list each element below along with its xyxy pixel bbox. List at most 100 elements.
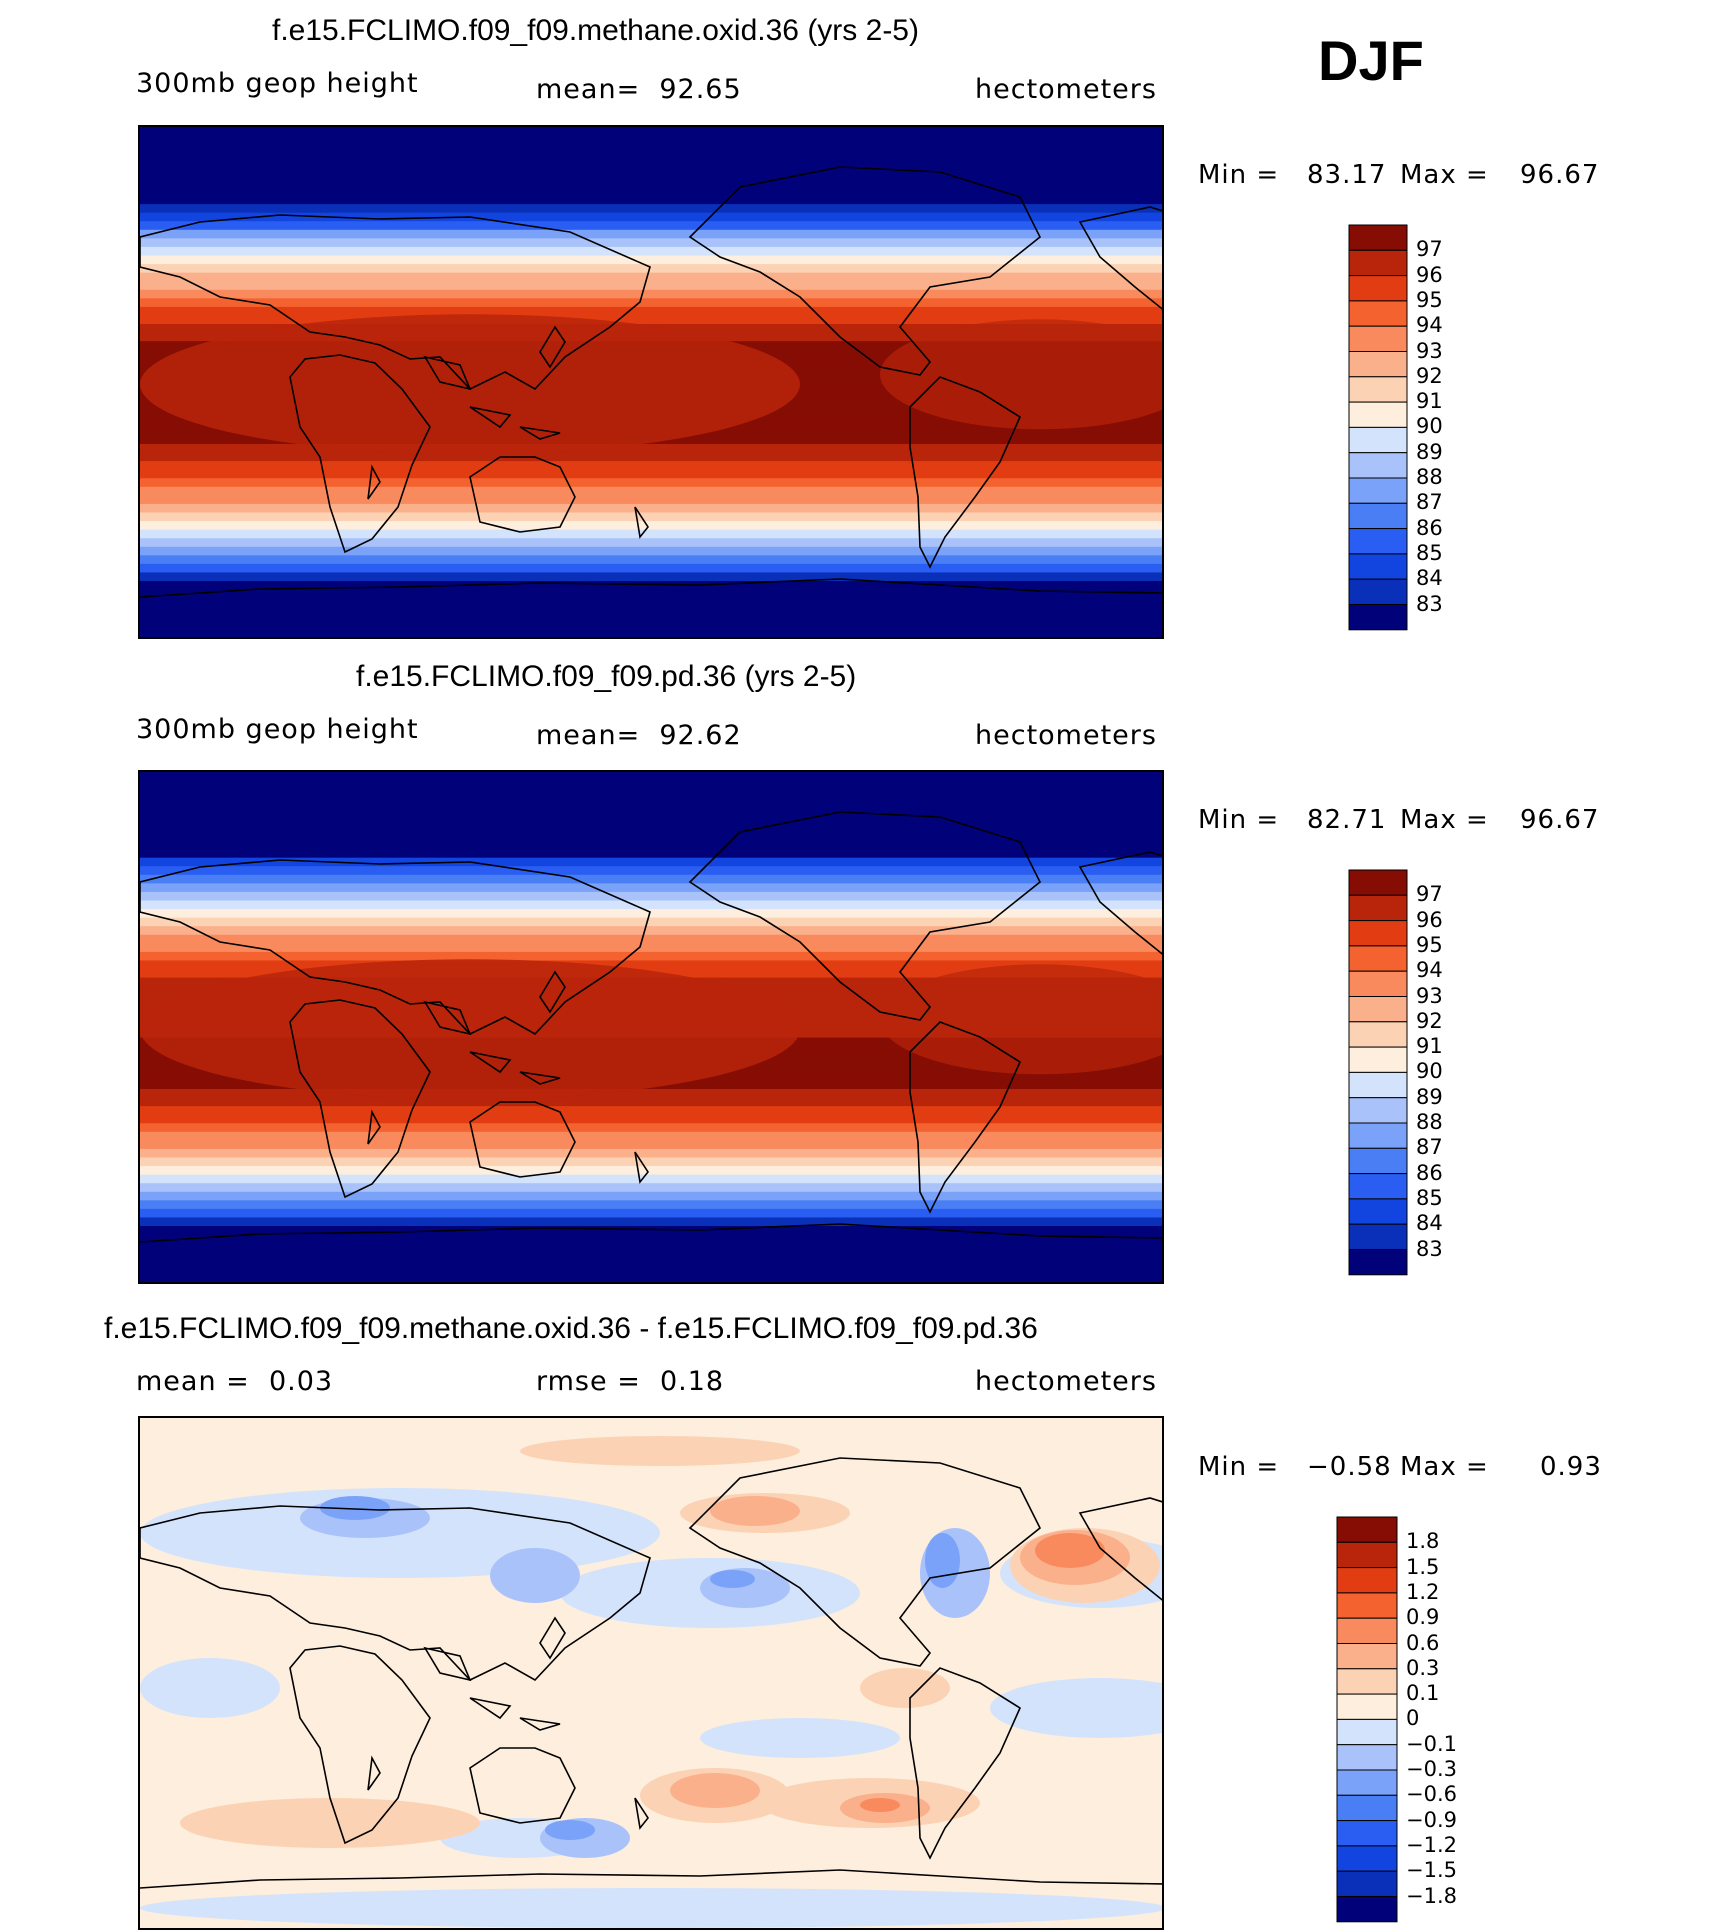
colorbar-swatch	[1336, 1870, 1398, 1897]
colorbar-swatch	[1336, 1895, 1398, 1923]
panel-3-max-label: Max =	[1400, 1452, 1489, 1482]
colorbar-tick-label: 0.6	[1406, 1630, 1440, 1655]
colorbar-tick-label: 1.2	[1406, 1579, 1440, 1604]
panel-3-units-label: hectometers	[975, 1366, 1157, 1397]
colorbar-swatch	[1348, 1097, 1408, 1124]
panel-1-mean-label: mean= 92.65	[536, 74, 742, 105]
colorbar-swatch	[1336, 1516, 1398, 1543]
panel-1-min-value: 83.17	[1307, 160, 1387, 190]
panel-1-title: f.e15.FCLIMO.f09_f09.methane.oxid.36 (yr…	[272, 14, 919, 47]
colorbar-tick-label: 0	[1406, 1706, 1420, 1731]
panel-3-rmse-label: rmse = 0.18	[536, 1366, 725, 1397]
colorbar-tick-label: −1.2	[1406, 1832, 1457, 1857]
panel-1-variable-label: 300mb geop height	[136, 68, 419, 99]
colorbar-swatch	[1336, 1744, 1398, 1771]
colorbar-tick-label: 85	[1416, 1185, 1443, 1210]
panel-3-map	[138, 1416, 1164, 1930]
colorbar-tick-label: 86	[1416, 1160, 1443, 1185]
colorbar-tick-label: 1.8	[1406, 1529, 1440, 1554]
colorbar-swatch	[1336, 1845, 1398, 1872]
colorbar-tick-label: 0.1	[1406, 1681, 1440, 1706]
colorbar-swatch	[1336, 1567, 1398, 1594]
colorbar-swatch	[1348, 894, 1408, 922]
colorbar-swatch	[1336, 1769, 1398, 1796]
colorbar-tick-label: 88	[1416, 1110, 1443, 1134]
colorbar-tick-label: 88	[1416, 465, 1443, 489]
panel-2-min-label: Min =	[1198, 805, 1280, 835]
colorbar-swatch	[1348, 1122, 1408, 1149]
colorbar-tick-label: 94	[1416, 313, 1443, 338]
colorbar-swatch	[1348, 426, 1408, 454]
colorbar-tick-label: 1.5	[1406, 1554, 1440, 1579]
colorbar-tick-label: −0.3	[1406, 1757, 1457, 1781]
map-svg	[140, 772, 1162, 1282]
colorbar-tick-label: −0.1	[1406, 1731, 1457, 1756]
colorbar-tick-label: 87	[1416, 1135, 1443, 1160]
panel-3-min-label: Min =	[1198, 1452, 1280, 1482]
colorbar-tick-label: 84	[1416, 1211, 1443, 1236]
colorbar-tick-label: 96	[1416, 262, 1443, 287]
colorbar-tick-label: 97	[1416, 237, 1443, 262]
panel-3-title: f.e15.FCLIMO.f09_f09.methane.oxid.36 - f…	[104, 1312, 1038, 1345]
colorbar-tick-label: 84	[1416, 566, 1443, 591]
colorbar-tick-label: 90	[1416, 1059, 1443, 1084]
colorbar-swatch	[1348, 1147, 1408, 1175]
colorbar-tick-label: 87	[1416, 490, 1443, 515]
colorbar-swatch	[1348, 578, 1408, 605]
colorbar-tick-label: 93	[1416, 338, 1443, 363]
colorbar-tick-label: 89	[1416, 1084, 1443, 1109]
colorbar-tick-label: 97	[1416, 882, 1443, 907]
colorbar-tick-label: 83	[1416, 591, 1443, 616]
colorbar-swatch	[1348, 553, 1408, 580]
colorbar-swatch	[1348, 350, 1408, 378]
colorbar-swatch	[1336, 1642, 1398, 1670]
panel-3-min-value: −0.58	[1307, 1452, 1392, 1482]
colorbar-swatch	[1348, 502, 1408, 530]
colorbar-tick-label: 96	[1416, 907, 1443, 932]
colorbar-swatch	[1336, 1693, 1398, 1720]
colorbar-swatch	[1348, 920, 1408, 947]
panel-2-max-value: 96.67	[1520, 805, 1600, 835]
panel-1-max-value: 96.67	[1520, 160, 1600, 190]
colorbar-swatch	[1348, 376, 1408, 403]
colorbar-swatch	[1348, 528, 1408, 555]
colorbar-swatch	[1348, 477, 1408, 504]
colorbar-swatch	[1336, 1668, 1398, 1695]
colorbar-swatch	[1348, 452, 1408, 479]
colorbar-tick-label: 91	[1416, 1034, 1443, 1059]
colorbar-swatch	[1348, 945, 1408, 972]
colorbar-swatch	[1336, 1541, 1398, 1569]
panel-2-units-label: hectometers	[975, 720, 1157, 751]
colorbar-swatch	[1336, 1718, 1398, 1746]
colorbar-tick-label: 95	[1416, 287, 1443, 312]
colorbar-tick-label: 89	[1416, 439, 1443, 464]
colorbar-tick-label: −0.6	[1406, 1782, 1457, 1807]
colorbar-swatch	[1348, 995, 1408, 1023]
colorbar-tick-label: 86	[1416, 515, 1443, 540]
colorbar-tick-label: 95	[1416, 932, 1443, 957]
colorbar-swatch	[1348, 1248, 1408, 1276]
panel-1-units-label: hectometers	[975, 74, 1157, 105]
colorbar-swatch	[1348, 401, 1408, 428]
panel-1-map	[138, 125, 1164, 639]
colorbar-tick-label: 85	[1416, 540, 1443, 565]
colorbar-tick-label: 0.9	[1406, 1605, 1440, 1630]
panel-2-map	[138, 770, 1164, 1284]
colorbar-swatch	[1348, 275, 1408, 302]
panel-1-max-label: Max =	[1400, 160, 1489, 190]
colorbar-swatch	[1348, 224, 1408, 251]
colorbar-swatch	[1348, 1223, 1408, 1250]
panel-2-title: f.e15.FCLIMO.f09_f09.pd.36 (yrs 2-5)	[356, 660, 857, 693]
colorbar-tick-label: 0.3	[1406, 1655, 1440, 1680]
colorbar-swatch	[1348, 1046, 1408, 1073]
colorbar-swatch	[1348, 249, 1408, 277]
colorbar-swatch	[1336, 1592, 1398, 1619]
colorbar-swatch	[1348, 603, 1408, 631]
colorbar-tick-label: 92	[1416, 363, 1443, 388]
colorbar-swatch	[1348, 325, 1408, 352]
colorbar-swatch	[1348, 300, 1408, 327]
colorbar-tick-label: 90	[1416, 414, 1443, 439]
colorbar-tick-label: 91	[1416, 389, 1443, 414]
panel-3-mean-label: mean = 0.03	[136, 1366, 334, 1397]
panel-2-max-label: Max =	[1400, 805, 1489, 835]
